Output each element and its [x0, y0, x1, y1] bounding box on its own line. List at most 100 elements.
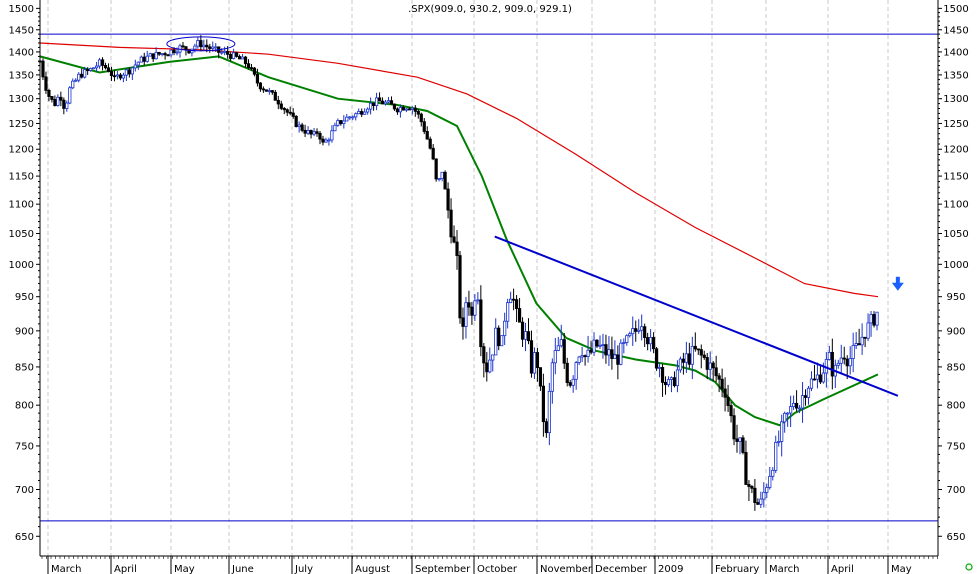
candle-body: [491, 354, 495, 361]
candle-body: [380, 100, 385, 105]
candle-body: [160, 53, 164, 55]
candle-body: [485, 362, 489, 373]
candle-body: [398, 107, 403, 113]
candle-body: [797, 407, 802, 410]
candle-body: [458, 255, 462, 319]
candle-body: [640, 326, 644, 331]
candle-body: [562, 339, 566, 364]
candle-body: [83, 69, 87, 78]
candle-body: [372, 102, 376, 107]
candle-body: [866, 322, 870, 339]
trend-line: [494, 235, 899, 397]
candle-body: [729, 405, 733, 417]
y-tick-label-right: 650: [946, 532, 965, 543]
candle-body: [693, 345, 697, 350]
candle-body: [592, 339, 596, 353]
candle-body: [550, 362, 554, 392]
candle-body: [437, 178, 441, 181]
candle-body: [74, 79, 78, 82]
candle-body: [193, 45, 197, 50]
candle-body: [148, 53, 152, 57]
candle-body: [517, 308, 522, 323]
candle-body: [318, 132, 322, 140]
candle-body: [169, 49, 173, 56]
candle-body: [53, 99, 57, 106]
candle-body: [547, 390, 551, 434]
candle-body: [202, 44, 206, 48]
candle-body: [223, 50, 227, 53]
y-tick-label-left: 1000: [9, 260, 34, 271]
candle-body: [68, 87, 72, 104]
candle-body: [118, 74, 123, 79]
candle-body: [756, 502, 760, 505]
candle-body: [535, 352, 540, 368]
candle-body: [124, 69, 128, 76]
candle-body: [106, 67, 111, 72]
candle-body: [857, 343, 861, 346]
candle-body: [264, 89, 268, 92]
candle-body: [65, 102, 69, 109]
candle-body: [634, 328, 638, 332]
candle-body: [657, 366, 662, 369]
candle-body: [443, 171, 447, 190]
candle-body: [711, 362, 715, 369]
candle-body: [339, 120, 343, 124]
candle-body: [637, 329, 641, 332]
candle-body: [672, 377, 677, 387]
y-tick-label-right: 1400: [943, 47, 968, 58]
candle-body: [512, 298, 516, 301]
candle-body: [583, 355, 587, 358]
candle-body: [759, 498, 763, 505]
candle-body: [115, 74, 120, 77]
candle-body: [127, 69, 131, 75]
candle-body: [643, 326, 647, 338]
candle-body: [267, 90, 271, 92]
candle-body: [839, 357, 843, 364]
candle-body: [321, 138, 325, 143]
candle-body: [41, 60, 45, 78]
candle-body: [89, 67, 93, 71]
candle-body: [428, 138, 432, 149]
candle-body: [232, 52, 236, 59]
candle-body: [678, 358, 683, 371]
candle-body: [869, 314, 873, 324]
candle-body: [523, 331, 528, 340]
y-tick-label-left: 900: [15, 326, 34, 337]
candle-body: [315, 131, 319, 134]
candle-body: [369, 102, 373, 110]
y-tick-label-right: 1150: [943, 172, 968, 183]
candle-body: [649, 337, 653, 345]
candle-body: [625, 335, 629, 343]
candle-body: [580, 355, 584, 358]
candle-body: [589, 349, 593, 353]
candle-body: [294, 115, 298, 128]
candle-body: [261, 88, 266, 91]
candle-body: [607, 349, 611, 356]
candle-body: [208, 46, 212, 49]
candle-body: [717, 375, 721, 380]
candle-body: [392, 103, 397, 110]
y-tick-label-left: 750: [15, 441, 34, 452]
candle-body: [461, 317, 465, 327]
candle-body: [699, 349, 703, 356]
candle-body: [687, 353, 691, 365]
candle-body: [291, 112, 295, 117]
candle-body: [44, 76, 48, 91]
candle-body: [386, 100, 391, 103]
candle-body: [366, 108, 370, 113]
candle-body: [875, 311, 879, 326]
y-tick-label-left: 1450: [9, 25, 34, 36]
candle-body: [175, 51, 179, 54]
candle-body: [363, 111, 367, 115]
y-tick-label-left: 800: [15, 401, 34, 412]
candle-body: [747, 484, 751, 487]
candle-body: [234, 52, 239, 57]
y-tick-label-left: 1350: [9, 70, 34, 81]
candle-body: [374, 97, 379, 107]
candle-body: [827, 352, 831, 360]
candle-body: [732, 415, 736, 440]
candle-body: [765, 487, 769, 493]
candle-body: [500, 335, 504, 347]
y-tick-label-left: 700: [15, 485, 34, 496]
candle-body: [526, 331, 531, 342]
